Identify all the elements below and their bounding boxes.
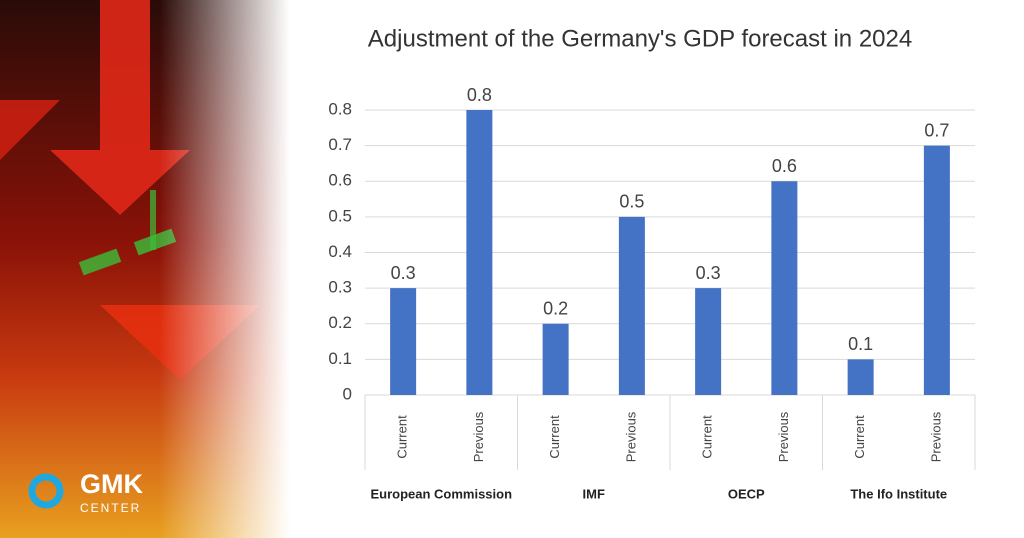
data-label: 0.3: [696, 263, 721, 283]
data-label: 0.1: [848, 334, 873, 354]
bar: [542, 323, 569, 395]
bar: [771, 181, 798, 395]
x-tick-label: Previous: [623, 411, 638, 462]
bar: [695, 288, 722, 395]
x-tick-label: Current: [547, 415, 562, 459]
x-tick-label: Current: [700, 415, 715, 459]
x-tick-label: Previous: [471, 411, 486, 462]
group-label: The Ifo Institute: [850, 486, 947, 501]
group-label: European Commission: [370, 486, 512, 501]
group-label: IMF: [583, 486, 605, 501]
y-tick-label: 0.8: [328, 99, 352, 118]
x-tick-label: Current: [395, 415, 410, 459]
y-tick-label: 0.7: [328, 135, 352, 154]
data-label: 0.7: [924, 120, 949, 140]
background-image: [0, 0, 290, 538]
y-tick-label: 0: [343, 384, 352, 403]
chart-title: Adjustment of the Germany's GDP forecast…: [368, 25, 912, 52]
bar: [847, 359, 874, 395]
y-tick-label: 0.6: [328, 171, 352, 190]
x-tick-label: Previous: [928, 411, 943, 462]
y-tick-label: 0.5: [328, 206, 352, 225]
x-tick-label: Previous: [776, 411, 791, 462]
data-label: 0.5: [619, 192, 644, 212]
data-label: 0.8: [467, 85, 492, 105]
bar: [390, 288, 417, 395]
bar: [466, 110, 493, 395]
bar: [923, 145, 950, 395]
data-label: 0.2: [543, 299, 568, 319]
y-tick-label: 0.4: [328, 242, 352, 261]
data-label: 0.3: [391, 263, 416, 283]
logo-sub: CENTER: [80, 501, 141, 515]
data-label: 0.6: [772, 156, 797, 176]
group-label: OECP: [728, 486, 765, 501]
y-tick-label: 0.1: [328, 349, 352, 368]
logo-name: GMK: [80, 469, 143, 499]
y-tick-label: 0.3: [328, 278, 352, 297]
y-tick-label: 0.2: [328, 313, 352, 332]
bar: [618, 216, 645, 395]
x-tick-label: Current: [852, 415, 867, 459]
